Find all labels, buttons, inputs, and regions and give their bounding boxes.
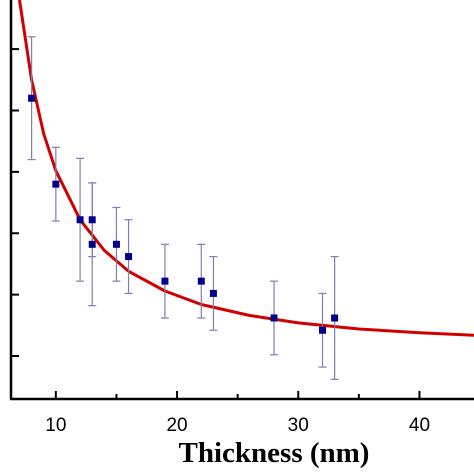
- data-point: [331, 314, 339, 322]
- fit-curve-layer: [18, 0, 474, 337]
- x-tick-label: 40: [409, 415, 430, 436]
- x-tick-label: 10: [45, 415, 66, 436]
- x-tick-label: 30: [288, 415, 309, 436]
- data-point: [52, 180, 60, 188]
- data-point: [88, 216, 96, 224]
- data-point: [209, 289, 217, 297]
- data-point: [197, 277, 205, 285]
- data-point: [125, 253, 133, 261]
- x-axis-title: Thickness (nm): [179, 437, 370, 469]
- data-point: [161, 277, 169, 285]
- data-point: [88, 240, 96, 248]
- tick-layer: 10 20 30 40: [11, 48, 430, 436]
- data-point: [270, 314, 278, 322]
- plot-frame: [9, 0, 474, 401]
- data-point-layer: [28, 94, 339, 334]
- fit-curve: [18, 0, 474, 337]
- data-point: [112, 240, 120, 248]
- data-point: [318, 326, 326, 334]
- x-tick-label: 20: [166, 415, 187, 436]
- data-point: [76, 216, 84, 224]
- data-point: [28, 94, 36, 102]
